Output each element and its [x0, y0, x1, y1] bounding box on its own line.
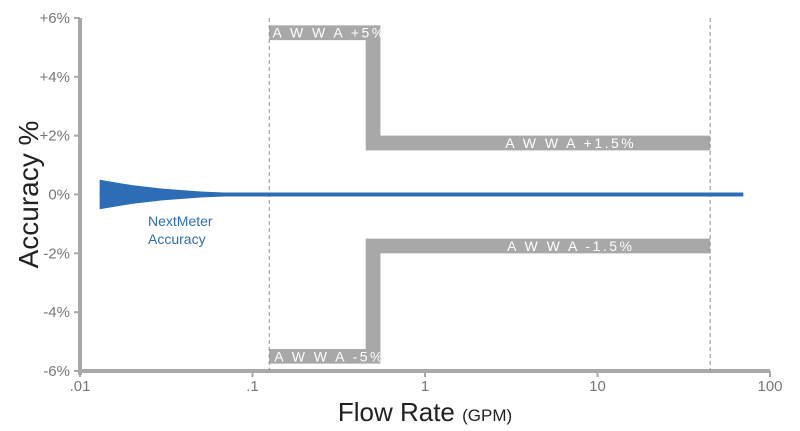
nextmeter-label-line: Accuracy	[148, 231, 206, 247]
y-tick-label: -4%	[43, 304, 70, 321]
awwa-bands-group	[269, 25, 711, 364]
y-axis-title: Accuracy %	[13, 121, 44, 269]
x-tick-label: .01	[70, 378, 91, 395]
y-tick-label: +4%	[40, 69, 70, 86]
series-group	[99, 179, 744, 210]
x-axis-title-unit: (GPM)	[462, 406, 512, 425]
y-tick-label: 0%	[48, 187, 70, 204]
awwa-band-label: A W W A -5%	[274, 348, 385, 364]
awwa-band-label: A W W A +5%	[273, 25, 387, 41]
axes-group	[74, 17, 771, 377]
awwa-lower-band	[269, 238, 711, 364]
awwa-band-label: A W W A -1.5%	[507, 238, 634, 254]
x-axis-title-main: Flow Rate	[338, 397, 462, 427]
awwa-upper-band	[269, 25, 711, 151]
awwa-band-label: A W W A +1.5%	[505, 135, 636, 151]
nextmeter-label-line: NextMeter	[148, 213, 213, 229]
labels-group: +6% +4% +2% 0% -2% -4% -6%.01 .1 1 10 100 Flow Rate…	[13, 10, 783, 427]
x-axis-title: Flow Rate (GPM)	[338, 397, 512, 427]
x-tick-label: 10	[589, 378, 606, 395]
y-tick-label: -2%	[43, 245, 70, 262]
x-tick-label: .1	[246, 378, 259, 395]
y-tick-label: +2%	[40, 128, 70, 145]
x-tick-label: 1	[421, 378, 429, 395]
y-tick-label: -6%	[43, 363, 70, 380]
y-tick-label: +6%	[40, 10, 70, 27]
x-tick-label: 100	[757, 378, 782, 395]
